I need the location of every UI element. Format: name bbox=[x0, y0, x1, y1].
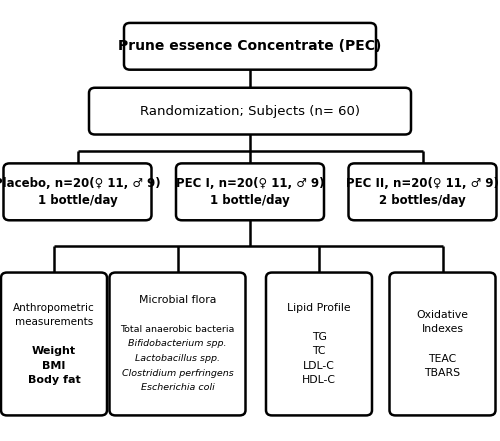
FancyBboxPatch shape bbox=[124, 23, 376, 70]
FancyBboxPatch shape bbox=[89, 88, 411, 135]
Text: Oxidative: Oxidative bbox=[416, 310, 469, 320]
Text: Bifidobacterium spp.: Bifidobacterium spp. bbox=[128, 340, 227, 348]
Text: measurements: measurements bbox=[15, 317, 93, 327]
Text: Clostridium perfringens: Clostridium perfringens bbox=[122, 369, 234, 377]
Text: TG: TG bbox=[312, 332, 326, 342]
Text: Indexes: Indexes bbox=[422, 325, 464, 334]
Text: TBARS: TBARS bbox=[424, 368, 460, 378]
FancyBboxPatch shape bbox=[266, 273, 372, 415]
FancyBboxPatch shape bbox=[1, 273, 107, 415]
Text: TC: TC bbox=[312, 346, 326, 356]
Text: Lactobacillus spp.: Lactobacillus spp. bbox=[135, 354, 220, 363]
Text: Prune essence Concentrate (PEC): Prune essence Concentrate (PEC) bbox=[118, 39, 382, 53]
FancyBboxPatch shape bbox=[176, 164, 324, 220]
Text: LDL-C: LDL-C bbox=[303, 361, 335, 371]
Text: Randomization; Subjects (n= 60): Randomization; Subjects (n= 60) bbox=[140, 105, 360, 118]
Text: Body fat: Body fat bbox=[28, 375, 80, 385]
Text: TEAC: TEAC bbox=[428, 354, 456, 363]
Text: PEC I, n=20(♀ 11, ♂ 9)
1 bottle/day: PEC I, n=20(♀ 11, ♂ 9) 1 bottle/day bbox=[176, 177, 324, 207]
Text: BMI: BMI bbox=[42, 361, 66, 371]
FancyBboxPatch shape bbox=[348, 164, 496, 220]
Text: Weight: Weight bbox=[32, 346, 76, 356]
Text: Escherichia coli: Escherichia coli bbox=[140, 383, 214, 392]
Text: PEC II, n=20(♀ 11, ♂ 9)
2 bottles/day: PEC II, n=20(♀ 11, ♂ 9) 2 bottles/day bbox=[346, 177, 499, 207]
Text: Anthropometric: Anthropometric bbox=[13, 303, 95, 313]
FancyBboxPatch shape bbox=[390, 273, 496, 415]
FancyBboxPatch shape bbox=[4, 164, 152, 220]
Text: Microbial flora: Microbial flora bbox=[139, 295, 216, 305]
Text: Placebo, n=20(♀ 11, ♂ 9)
1 bottle/day: Placebo, n=20(♀ 11, ♂ 9) 1 bottle/day bbox=[0, 177, 161, 207]
Text: HDL-C: HDL-C bbox=[302, 375, 336, 385]
FancyBboxPatch shape bbox=[110, 273, 246, 415]
Text: Lipid Profile: Lipid Profile bbox=[287, 303, 351, 313]
Text: Total anaerobic bacteria: Total anaerobic bacteria bbox=[120, 325, 234, 334]
